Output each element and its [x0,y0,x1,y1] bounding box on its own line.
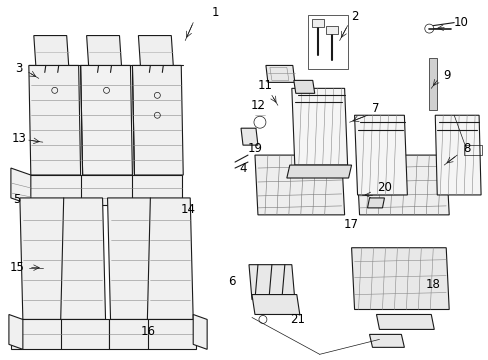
Polygon shape [286,165,351,178]
Polygon shape [20,198,105,319]
Polygon shape [351,248,448,310]
Polygon shape [81,66,132,175]
Text: 6: 6 [228,275,235,288]
Bar [325,26,337,33]
Text: 2: 2 [350,10,358,23]
Text: 3: 3 [15,62,22,75]
Bar [428,58,436,110]
Text: 16: 16 [141,325,156,338]
Text: 4: 4 [239,162,246,175]
Bar [463,145,481,155]
Polygon shape [265,66,294,82]
Polygon shape [248,265,294,300]
Text: 17: 17 [344,218,358,231]
Polygon shape [376,315,433,329]
Polygon shape [108,319,196,349]
Polygon shape [367,198,384,208]
Polygon shape [9,315,23,349]
Bar [307,15,347,69]
Text: 15: 15 [9,261,24,274]
Text: 21: 21 [290,313,305,326]
Polygon shape [293,80,314,93]
Polygon shape [254,155,344,215]
Text: 9: 9 [443,69,450,82]
Polygon shape [11,319,108,349]
Text: 14: 14 [181,203,195,216]
Text: 8: 8 [463,141,470,155]
Polygon shape [291,88,347,165]
Polygon shape [34,36,68,66]
Polygon shape [107,198,193,319]
Bar [311,19,323,27]
Text: 5: 5 [13,193,20,206]
Text: 19: 19 [247,141,262,155]
Text: 10: 10 [453,16,468,29]
Polygon shape [132,66,183,175]
Polygon shape [29,175,182,205]
Polygon shape [86,36,121,66]
Polygon shape [241,128,258,145]
Polygon shape [193,315,207,349]
Text: 12: 12 [250,99,265,112]
Text: 1: 1 [211,6,219,19]
Text: 20: 20 [376,181,391,194]
Text: 18: 18 [425,278,440,291]
Polygon shape [434,115,480,195]
Polygon shape [356,155,448,215]
Polygon shape [251,294,299,315]
Polygon shape [29,66,81,175]
Text: 13: 13 [11,132,26,145]
Text: 7: 7 [371,102,379,115]
Polygon shape [138,36,173,66]
Polygon shape [369,334,404,347]
Polygon shape [11,168,31,205]
Text: 11: 11 [257,79,272,92]
Polygon shape [354,115,407,195]
